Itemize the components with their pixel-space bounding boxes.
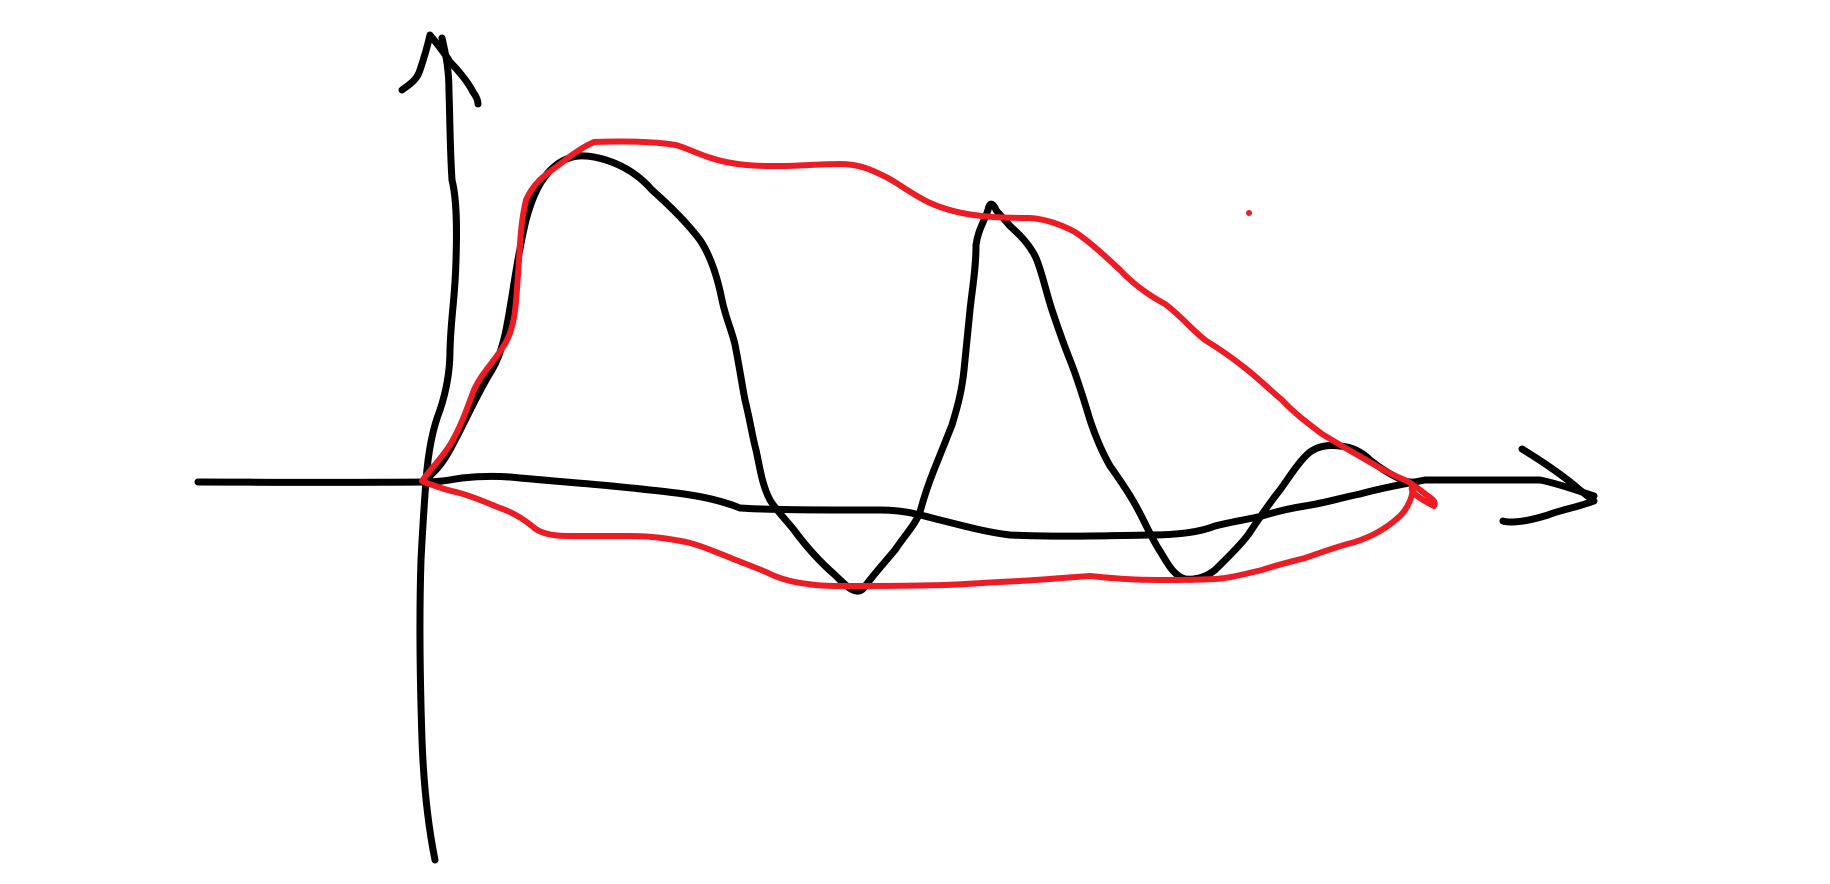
horizontal-axis-line (194, 472, 1598, 540)
vertical-arrowhead (398, 31, 482, 108)
red-dot (1246, 210, 1252, 216)
oscillating-signal (420, 152, 1420, 595)
vertical-axis (398, 31, 482, 864)
horizontal-axis (194, 445, 1598, 540)
red-envelope-loop (419, 138, 1438, 589)
horizontal-arrowhead (1499, 445, 1598, 526)
vertical-axis-line (416, 34, 461, 864)
